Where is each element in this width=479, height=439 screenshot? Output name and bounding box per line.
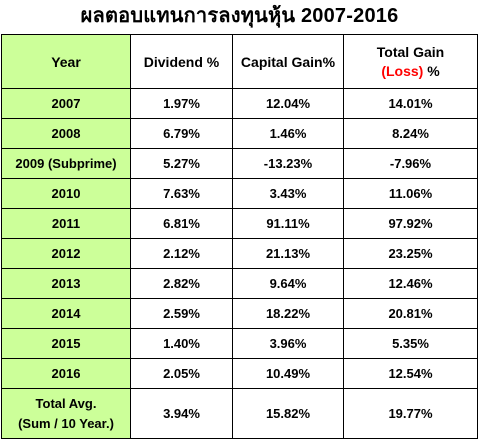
dividend-cell: 2.82% (130, 268, 233, 299)
total-gain-cell: 5.35% (343, 328, 478, 359)
total-gain-cell: 12.54% (343, 358, 478, 389)
dividend-cell: 2.12% (130, 238, 233, 269)
year-cell: 2007 (1, 88, 131, 119)
table-row: 2007 1.97% 12.04% 14.01% (1, 88, 478, 119)
total-gain-cell: 8.24% (343, 118, 478, 149)
total-gain-cell: -7.96% (343, 148, 478, 179)
year-cell: 2014 (1, 298, 131, 329)
header-total-gain: Total Gain (Loss) % (343, 34, 478, 89)
average-row: Total Avg. (Sum / 10 Year.) 3.94% 15.82%… (1, 388, 478, 439)
header-pct-text: % (423, 62, 440, 79)
dividend-cell: 5.27% (130, 148, 233, 179)
table-title: ผลตอบแทนการลงทุนหุ้น 2007-2016 (80, 5, 399, 27)
header-year: Year (1, 34, 131, 89)
year-cell: 2009 (Subprime) (1, 148, 131, 179)
total-gain-cell: 12.46% (343, 268, 478, 299)
table-row: 2011 6.81% 91.11% 97.92% (1, 208, 478, 239)
header-loss-text: (Loss) (381, 62, 424, 79)
table-row: 2012 2.12% 21.13% 23.25% (1, 238, 478, 269)
average-total: 19.77% (343, 388, 478, 439)
year-cell: 2015 (1, 328, 131, 359)
table-row: 2015 1.40% 3.96% 5.35% (1, 328, 478, 359)
capital-gain-cell: 9.64% (232, 268, 344, 299)
dividend-cell: 2.05% (130, 358, 233, 389)
returns-table: Year Dividend % Capital Gain% Total Gain… (1, 34, 478, 439)
table-row: 2014 2.59% 18.22% 20.81% (1, 298, 478, 329)
header-row: Year Dividend % Capital Gain% Total Gain… (1, 34, 478, 89)
average-dividend: 3.94% (130, 388, 233, 439)
page: ผลตอบแทนการลงทุนหุ้น 2007-2016 Year Divi… (1, 5, 478, 439)
dividend-cell: 6.81% (130, 208, 233, 239)
dividend-cell: 6.79% (130, 118, 233, 149)
total-gain-cell: 20.81% (343, 298, 478, 329)
capital-gain-cell: 12.04% (232, 88, 344, 119)
average-label-line2: (Sum / 10 Year.) (18, 415, 114, 431)
header-total-gain-line2: (Loss) % (345, 62, 477, 81)
year-cell: 2012 (1, 238, 131, 269)
table-row: 2008 6.79% 1.46% 8.24% (1, 118, 478, 149)
total-gain-cell: 14.01% (343, 88, 478, 119)
header-capital-gain: Capital Gain% (232, 34, 344, 89)
capital-gain-cell: 91.11% (232, 208, 344, 239)
capital-gain-cell: 10.49% (232, 358, 344, 389)
capital-gain-cell: 21.13% (232, 238, 344, 269)
capital-gain-cell: 1.46% (232, 118, 344, 149)
average-label-line1: Total Avg. (35, 395, 97, 411)
total-gain-cell: 11.06% (343, 178, 478, 209)
dividend-cell: 1.97% (130, 88, 233, 119)
capital-gain-cell: 3.96% (232, 328, 344, 359)
year-cell: 2011 (1, 208, 131, 239)
table-row: 2013 2.82% 9.64% 12.46% (1, 268, 478, 299)
total-gain-cell: 23.25% (343, 238, 478, 269)
capital-gain-cell: 18.22% (232, 298, 344, 329)
header-dividend: Dividend % (130, 34, 233, 89)
table-row: 2016 2.05% 10.49% 12.54% (1, 358, 478, 389)
average-label: Total Avg. (Sum / 10 Year.) (1, 388, 131, 439)
capital-gain-cell: -13.23% (232, 148, 344, 179)
table-row: 2009 (Subprime) 5.27% -13.23% -7.96% (1, 148, 478, 179)
dividend-cell: 1.40% (130, 328, 233, 359)
average-capital-gain: 15.82% (232, 388, 344, 439)
table-body: 2007 1.97% 12.04% 14.01% 2008 6.79% 1.46% 8.24%… (1, 88, 478, 389)
year-cell: 2010 (1, 178, 131, 209)
table-row: 2010 7.63% 3.43% 11.06% (1, 178, 478, 209)
year-cell: 2013 (1, 268, 131, 299)
dividend-cell: 2.59% (130, 298, 233, 329)
total-gain-cell: 97.92% (343, 208, 478, 239)
year-cell: 2016 (1, 358, 131, 389)
dividend-cell: 7.63% (130, 178, 233, 209)
header-total-gain-line1: Total Gain (376, 43, 445, 60)
year-cell: 2008 (1, 118, 131, 149)
capital-gain-cell: 3.43% (232, 178, 344, 209)
